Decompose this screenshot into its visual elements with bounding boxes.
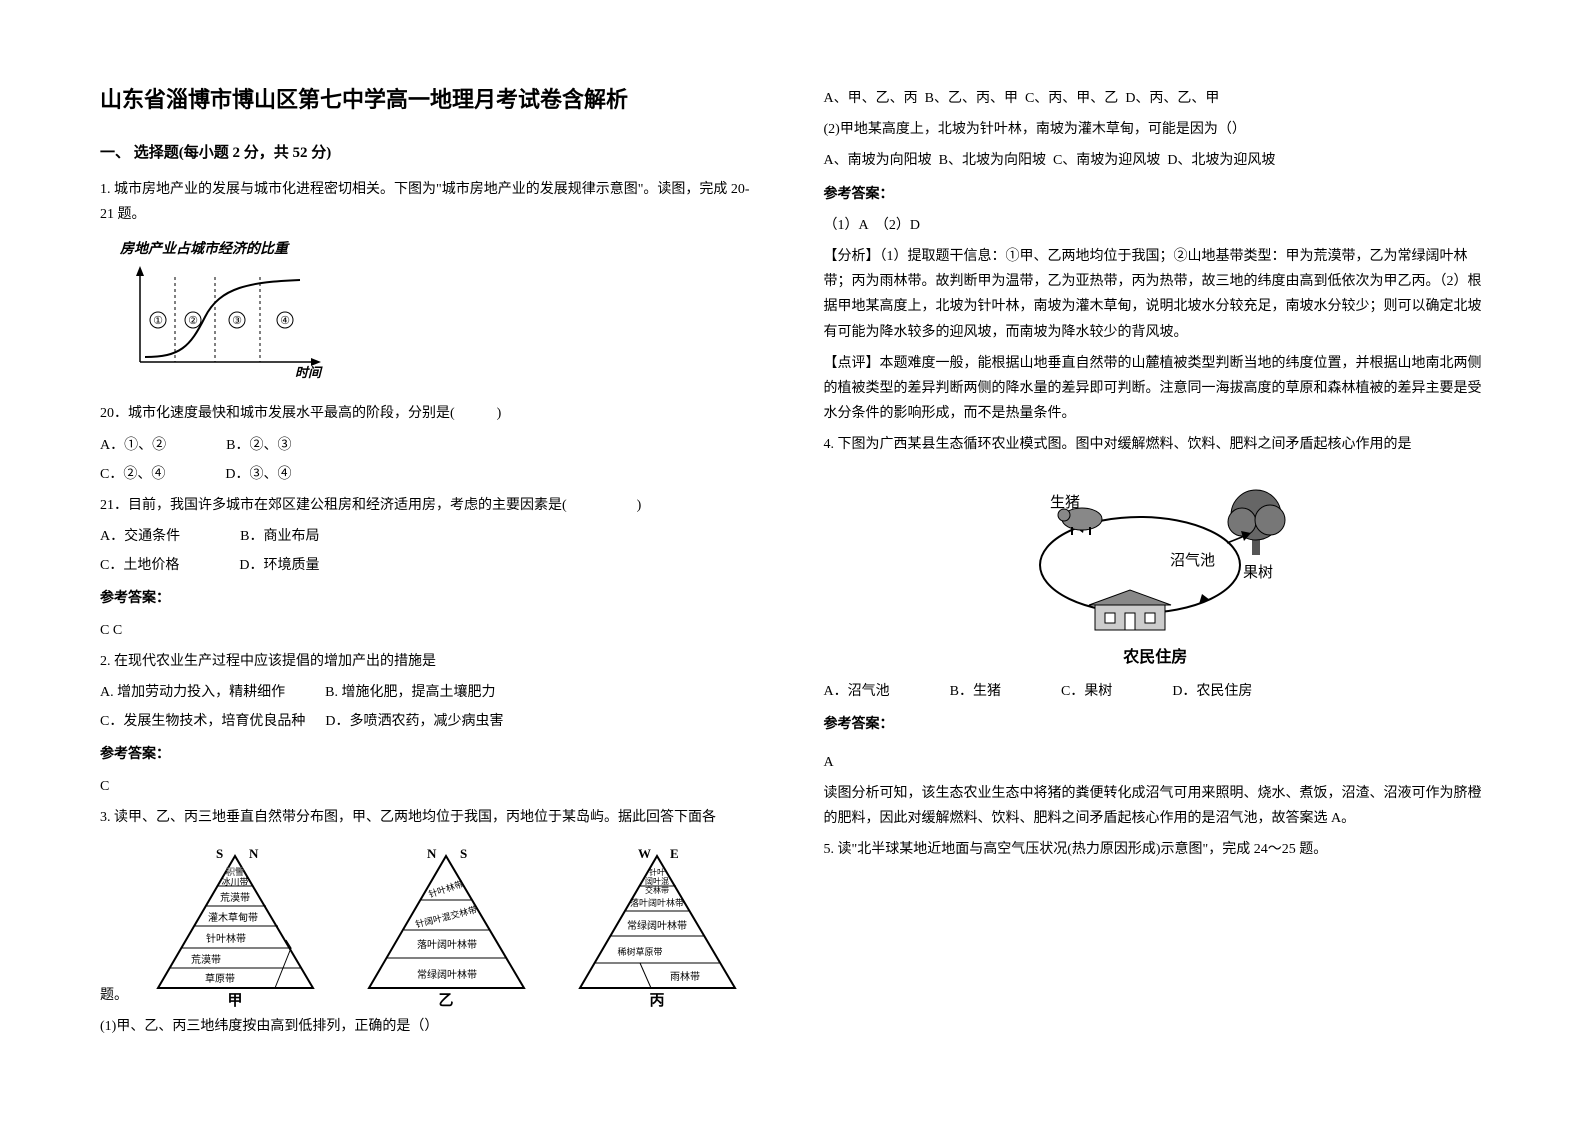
q3-sub2-stem: (2)甲地某高度上，北坡为针叶林，南坡为灌木草甸，可能是因为（） (824, 117, 1488, 142)
q1-sub20-C: C．②、④ (100, 462, 165, 487)
svg-text:③: ③ (232, 315, 242, 327)
triangle-yi: N S 针叶林带 针阔叶混交林带 落叶阔叶林带 常绿阔叶林带 乙 (359, 848, 534, 1008)
q3-sub2-C: C、南坡为迎风坡 (1053, 153, 1160, 168)
q1-sub21-B: B．商业布局 (240, 524, 319, 549)
q1-sub21-stem: 21．目前，我国许多城市在郊区建公租房和经济适用房，考虑的主要因素是( ) (100, 493, 764, 518)
q2-A: A. 增加劳动力投入，精耕细作 (100, 680, 285, 705)
svg-text:冰川带: 冰川带 (222, 876, 249, 887)
svg-text:积雪: 积雪 (226, 866, 244, 877)
svg-text:W: W (638, 848, 651, 861)
q3-stem-prefix: 3. 读甲、乙、丙三地垂直自然带分布图，甲、乙两地均位于我国，丙地位于某岛屿。据… (100, 805, 764, 830)
q4-answer-label: 参考答案： (824, 712, 1488, 737)
q1-sub21-A: A．交通条件 (100, 524, 180, 549)
q3-sub1-B: B、乙、丙、甲 (925, 91, 1018, 106)
q4-explain: 读图分析可知，该生态农业生态中将猪的粪便转化成沼气可用来照明、烧水、煮饭，沼渣、… (824, 781, 1488, 831)
section-1-header: 一、 选择题(每小题 2 分，共 52 分) (100, 140, 764, 167)
q3-sub2-A: A、南坡为向阳坡 (824, 153, 932, 168)
q4-A: A．沼气池 (824, 679, 890, 704)
q2-answer-label: 参考答案： (100, 742, 764, 767)
svg-text:雨林带: 雨林带 (670, 970, 700, 983)
q1-sub20-D: D．③、④ (225, 462, 291, 487)
q3-triangles: S N 积雪 冰川带 荒漠带 灌木草甸带 针叶林带 荒漠带 草原带 甲 (130, 848, 764, 1008)
q1-sub20-A: A．①、② (100, 433, 166, 458)
svg-text:针叶: 针叶 (649, 867, 665, 877)
q4-answer: A (824, 750, 1488, 775)
svg-text:荒漠带: 荒漠带 (191, 954, 221, 966)
svg-text:落叶阔叶林带: 落叶阔叶林带 (630, 897, 684, 908)
q4-C: C．果树 (1061, 679, 1112, 704)
svg-text:落叶阔叶林带: 落叶阔叶林带 (417, 938, 477, 951)
svg-text:果树: 果树 (1243, 564, 1273, 581)
q3-sub1-A: A、甲、乙、丙 (824, 91, 918, 106)
q1-sub20-B: B．②、③ (226, 433, 291, 458)
svg-text:②: ② (188, 315, 198, 327)
svg-text:生猪: 生猪 (1050, 494, 1080, 511)
q2-stem: 2. 在现代农业生产过程中应该提倡的增加产出的措施是 (100, 649, 764, 674)
svg-text:④: ④ (280, 315, 290, 327)
q3-sub1-stem: (1)甲、乙、丙三地纬度按由高到低排列，正确的是（） (100, 1014, 764, 1039)
svg-text:S: S (216, 848, 223, 861)
q3-sub1-C: C、丙、甲、乙 (1025, 91, 1118, 106)
svg-text:E: E (670, 848, 679, 861)
svg-text:甲: 甲 (228, 992, 243, 1008)
q2-B: B. 增施化肥，提高土壤肥力 (325, 680, 495, 705)
svg-text:草原带: 草原带 (205, 973, 235, 985)
svg-text:沼气池: 沼气池 (1170, 552, 1215, 569)
svg-text:针阔叶混交林带: 针阔叶混交林带 (414, 904, 478, 930)
q2-D: D．多喷洒农药，减少病虫害 (325, 709, 503, 734)
svg-text:①: ① (153, 315, 163, 327)
q4-D: D．农民住房 (1172, 679, 1252, 704)
svg-text:稀树草原带: 稀树草原带 (618, 946, 663, 957)
q4-B: B．生猪 (950, 679, 1001, 704)
svg-text:乙: 乙 (439, 993, 454, 1008)
q4-diagram-caption: 农民住房 (824, 644, 1488, 673)
q3-answer-label: 参考答案： (824, 182, 1488, 207)
q3-sub2-B: B、北坡为向阳坡 (939, 153, 1046, 168)
triangle-bing: W E 针叶 阔叶混 交林带 落叶阔叶林带 常绿阔叶林带 稀树草原带 雨林带 丙 (570, 848, 745, 1008)
q5-stem: 5. 读"北半球某地近地面与高空气压状况(热力原因形成)示意图"，完成 24～2… (824, 837, 1488, 862)
q3-analysis: 【分析】（1）提取题干信息：①甲、乙两地均位于我国；②山地基带类型：甲为荒漠带，… (824, 244, 1488, 345)
svg-text:灌木草甸带: 灌木草甸带 (208, 911, 258, 924)
q3-comment: 【点评】本题难度一般，能根据山地垂直自然带的山麓植被类型判断当地的纬度位置，并根… (824, 351, 1488, 427)
q2-C: C．发展生物技术，培育优良品种 (100, 709, 305, 734)
q1-answer: C C (100, 618, 764, 643)
q3-answer-line: （1）A （2）D (824, 213, 1488, 238)
q2-answer: C (100, 774, 764, 799)
svg-text:针叶林带: 针叶林带 (206, 932, 246, 945)
svg-text:N: N (249, 848, 259, 861)
svg-text:常绿阔叶林带: 常绿阔叶林带 (627, 919, 687, 932)
svg-text:时间: 时间 (295, 365, 323, 380)
q3-stem-suffix: 题。 (100, 983, 130, 1008)
q1-stem: 1. 城市房地产业的发展与城市化进程密切相关。下图为"城市房地产业的发展规律示意… (100, 177, 764, 227)
q1-sub20-stem: 20．城市化速度最快和城市发展水平最高的阶段，分别是( ) (100, 401, 764, 426)
q4-diagram: 生猪 果树 沼气池 (1015, 465, 1295, 640)
svg-text:丙: 丙 (650, 992, 665, 1008)
q3-sub1-D: D、丙、乙、甲 (1125, 91, 1219, 106)
q1-answer-label: 参考答案： (100, 586, 764, 611)
svg-text:针叶林带: 针叶林带 (427, 878, 465, 900)
svg-text:交林带: 交林带 (645, 885, 669, 895)
q1-chart: 房地产业占城市经济的比重 ① ② ③ ④ 时间 (120, 237, 764, 391)
page-title: 山东省淄博市博山区第七中学高一地理月考试卷含解析 (100, 80, 764, 120)
svg-text:阔叶混: 阔叶混 (645, 876, 669, 886)
svg-text:S: S (460, 848, 467, 861)
svg-text:常绿阔叶林带: 常绿阔叶林带 (417, 968, 477, 981)
q1-chart-ylabel: 房地产业占城市经济的比重 (120, 237, 764, 262)
svg-text:荒漠带: 荒漠带 (220, 892, 250, 904)
triangle-jia: S N 积雪 冰川带 荒漠带 灌木草甸带 针叶林带 荒漠带 草原带 甲 (148, 848, 323, 1008)
q1-sub21-D: D．环境质量 (239, 553, 319, 578)
q1-sub21-C: C．土地价格 (100, 553, 179, 578)
q4-stem: 4. 下图为广西某县生态循环农业模式图。图中对缓解燃料、饮料、肥料之间矛盾起核心… (824, 432, 1488, 457)
q3-sub2-D: D、北坡为迎风坡 (1167, 153, 1275, 168)
svg-text:N: N (427, 848, 437, 861)
